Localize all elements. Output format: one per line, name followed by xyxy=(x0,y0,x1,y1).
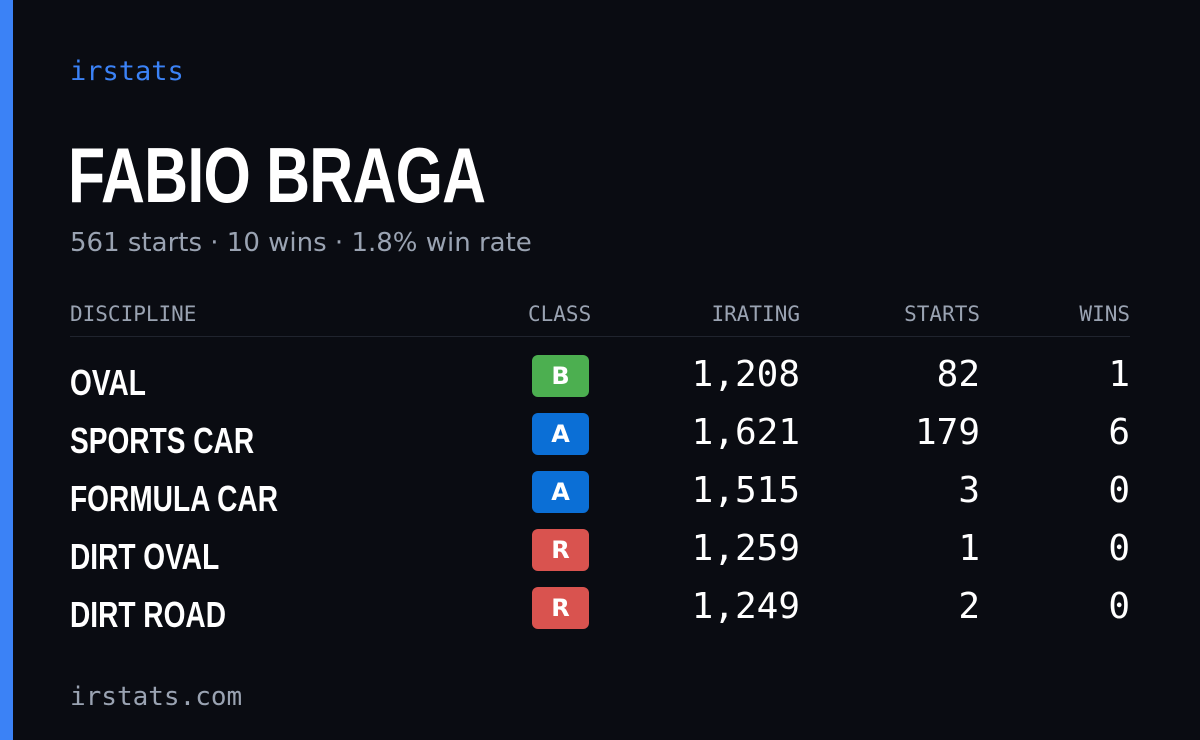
starts-value: 179 xyxy=(914,412,980,453)
header-class: CLASS xyxy=(528,302,592,326)
irating-value: 1,249 xyxy=(691,586,800,627)
wins-value: 0 xyxy=(1108,586,1130,627)
wins-value: 1 xyxy=(1108,354,1130,395)
wins-value: 6 xyxy=(1108,412,1130,453)
irating-value: 1,208 xyxy=(691,354,800,395)
table-header: DISCIPLINE CLASS IRATING STARTS WINS xyxy=(70,298,1130,337)
table-row: DIRT OVAL R 1,259 1 0 xyxy=(70,527,1130,585)
discipline-name: DIRT OVAL xyxy=(70,536,220,577)
starts-value: 2 xyxy=(958,586,980,627)
starts-value: 1 xyxy=(958,528,980,569)
header-starts: STARTS xyxy=(904,302,980,326)
footer-url: irstats.com xyxy=(70,682,243,712)
irating-value: 1,259 xyxy=(691,528,800,569)
wins-value: 0 xyxy=(1108,470,1130,511)
discipline-name: FORMULA CAR xyxy=(70,478,278,519)
table-row: OVAL B 1,208 82 1 xyxy=(70,353,1130,411)
table-row: DIRT ROAD R 1,249 2 0 xyxy=(70,585,1130,643)
table-row: SPORTS CAR A 1,621 179 6 xyxy=(70,411,1130,469)
stats-table: DISCIPLINE CLASS IRATING STARTS WINS OVA… xyxy=(70,298,1130,643)
accent-bar xyxy=(0,0,13,740)
irating-value: 1,515 xyxy=(691,470,800,511)
class-badge: A xyxy=(532,471,589,513)
header-wins: WINS xyxy=(1079,302,1130,326)
table-body: OVAL B 1,208 82 1 SPORTS CAR A 1,621 179… xyxy=(70,353,1130,643)
class-badge: A xyxy=(532,413,589,455)
class-badge: R xyxy=(532,529,589,571)
starts-value: 82 xyxy=(936,354,980,395)
discipline-name: OVAL xyxy=(70,362,146,403)
brand-logo: irstats xyxy=(70,56,184,87)
irating-value: 1,621 xyxy=(691,412,800,453)
discipline-name: DIRT ROAD xyxy=(70,594,226,635)
player-summary: 561 starts · 10 wins · 1.8% win rate xyxy=(70,228,532,258)
player-name: FABIO BRAGA xyxy=(68,131,486,219)
table-row: FORMULA CAR A 1,515 3 0 xyxy=(70,469,1130,527)
class-badge: B xyxy=(532,355,589,397)
header-discipline: DISCIPLINE xyxy=(70,302,197,326)
wins-value: 0 xyxy=(1108,528,1130,569)
discipline-name: SPORTS CAR xyxy=(70,420,255,461)
starts-value: 3 xyxy=(958,470,980,511)
class-badge: R xyxy=(532,587,589,629)
header-irating: IRATING xyxy=(711,302,800,326)
